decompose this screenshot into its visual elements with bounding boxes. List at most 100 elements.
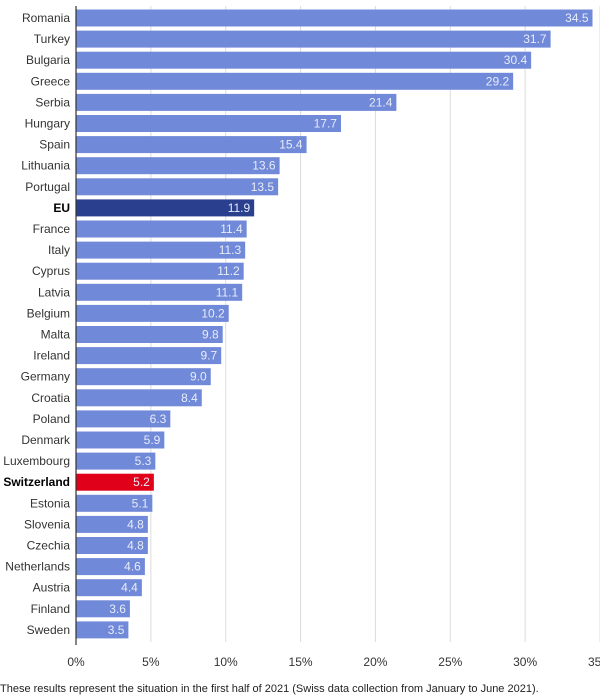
bar-malta xyxy=(76,326,223,343)
bar-denmark xyxy=(76,431,165,449)
value-label: 5.3 xyxy=(135,454,152,468)
bar-germany xyxy=(76,368,211,386)
bar-belgium xyxy=(76,304,229,322)
category-label: Spain xyxy=(39,138,70,152)
category-label: France xyxy=(33,222,71,236)
value-label: 6.3 xyxy=(150,412,167,426)
bar-sweden xyxy=(76,621,129,639)
category-label: Turkey xyxy=(34,32,70,46)
value-label: 11.1 xyxy=(216,285,239,299)
value-label: 4.8 xyxy=(127,539,144,553)
bar-bulgaria xyxy=(76,51,532,69)
category-label: Ireland xyxy=(33,349,70,363)
bar-switzerland xyxy=(76,473,154,491)
value-label: 34.5 xyxy=(565,11,589,25)
bar-lithuania xyxy=(76,157,280,175)
value-label: 31.7 xyxy=(523,32,547,46)
bar-romania xyxy=(76,9,593,27)
value-label: 21.4 xyxy=(369,95,393,109)
category-label: Croatia xyxy=(31,391,70,405)
value-label: 11.3 xyxy=(219,243,242,257)
value-label: 5.1 xyxy=(132,496,149,510)
x-tick-label: 35% xyxy=(588,655,600,669)
x-tick-label: 15% xyxy=(289,655,313,669)
bar-czechia xyxy=(76,537,148,554)
value-label: 13.5 xyxy=(251,180,275,194)
footnote: These results represent the situation in… xyxy=(0,683,539,695)
category-label: Romania xyxy=(22,11,70,25)
category-label: Estonia xyxy=(30,496,70,510)
bar-netherlands xyxy=(76,558,145,576)
category-label: Sweden xyxy=(27,623,70,637)
category-label: Bulgaria xyxy=(26,53,70,67)
category-label: Netherlands xyxy=(5,560,70,574)
bar-slovenia xyxy=(76,515,148,533)
category-label: Malta xyxy=(41,328,71,342)
value-label: 3.5 xyxy=(108,623,125,637)
value-label: 11.2 xyxy=(217,264,240,278)
category-label: Greece xyxy=(31,74,71,88)
category-label: Lithuania xyxy=(21,159,70,173)
value-label: 4.6 xyxy=(124,560,141,574)
category-label: Portugal xyxy=(25,180,70,194)
category-label: Finland xyxy=(31,602,70,616)
value-label: 11.4 xyxy=(220,222,243,236)
bar-poland xyxy=(76,410,171,428)
bar-estonia xyxy=(76,494,153,512)
value-label: 4.4 xyxy=(121,581,138,595)
category-label: Serbia xyxy=(35,95,70,109)
bar-latvia xyxy=(76,283,243,301)
category-label: Hungary xyxy=(25,117,70,131)
bar-croatia xyxy=(76,389,202,407)
value-label: 29.2 xyxy=(486,74,510,88)
category-label: Austria xyxy=(33,581,71,595)
bar-eu xyxy=(76,199,255,217)
bar-france xyxy=(76,220,247,238)
category-label: Germany xyxy=(21,370,70,384)
category-label: EU xyxy=(53,201,70,215)
category-label: Denmark xyxy=(21,433,71,447)
value-label: 9.0 xyxy=(190,370,207,384)
x-tick-label: 25% xyxy=(438,655,462,669)
value-label: 4.8 xyxy=(127,517,144,531)
bar-serbia xyxy=(76,93,397,111)
x-tick-label: 5% xyxy=(142,655,160,669)
bar-luxembourg xyxy=(76,452,156,470)
category-label: Cyprus xyxy=(32,264,70,278)
bar-greece xyxy=(76,72,514,90)
value-label: 5.2 xyxy=(133,475,150,489)
value-label: 3.6 xyxy=(109,602,126,616)
category-label: Belgium xyxy=(27,306,70,320)
bar-austria xyxy=(76,579,142,597)
x-tick-label: 10% xyxy=(214,655,238,669)
category-label: Slovenia xyxy=(24,517,70,531)
bar-italy xyxy=(76,241,246,259)
value-label: 13.6 xyxy=(252,159,276,173)
value-label: 9.8 xyxy=(202,328,219,342)
bar-hungary xyxy=(76,115,341,132)
value-label: 17.7 xyxy=(314,117,338,131)
x-tick-label: 20% xyxy=(363,655,387,669)
bar-finland xyxy=(76,600,130,618)
bar-spain xyxy=(76,136,307,154)
value-label: 11.9 xyxy=(228,201,251,215)
value-label: 10.2 xyxy=(201,306,225,320)
bar-turkey xyxy=(76,30,551,48)
bar-portugal xyxy=(76,178,279,196)
x-tick-label: 0% xyxy=(67,655,85,669)
category-label: Czechia xyxy=(27,539,71,553)
bar-cyprus xyxy=(76,262,244,280)
category-label: Poland xyxy=(33,412,70,426)
x-tick-label: 30% xyxy=(513,655,537,669)
bar-ireland xyxy=(76,347,222,365)
value-label: 5.9 xyxy=(144,433,161,447)
category-label: Switzerland xyxy=(3,475,70,489)
category-label: Luxembourg xyxy=(3,454,70,468)
value-label: 30.4 xyxy=(504,53,528,67)
value-label: 8.4 xyxy=(181,391,198,405)
value-label: 15.4 xyxy=(279,138,303,152)
value-label: 9.7 xyxy=(201,349,218,363)
category-label: Italy xyxy=(48,243,70,257)
category-label: Latvia xyxy=(38,285,70,299)
